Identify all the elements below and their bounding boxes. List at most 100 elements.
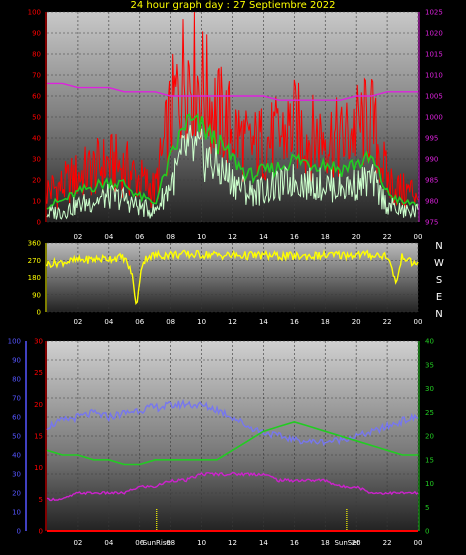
y-tick-pressure: 1005 bbox=[425, 93, 443, 101]
x-tick-middle: 02 bbox=[73, 318, 82, 326]
x-tick-top: 00 bbox=[414, 233, 423, 241]
y-tick-temp-right: 35 bbox=[425, 361, 434, 369]
y-tick-direction: 90 bbox=[32, 291, 41, 299]
y-tick-humidity: 0 bbox=[17, 528, 21, 536]
x-tick-middle: 00 bbox=[414, 318, 423, 326]
x-tick-top: 18 bbox=[321, 233, 330, 241]
y-tick-wind: 0 bbox=[37, 219, 41, 227]
y-tick-temp-right: 40 bbox=[425, 338, 434, 346]
y-tick-temp-right: 20 bbox=[425, 433, 434, 441]
x-tick-bottom: 02 bbox=[73, 539, 82, 547]
y-tick-wind: 100 bbox=[28, 9, 41, 17]
y-tick-wind: 80 bbox=[32, 51, 41, 59]
y-tick-temp-right: 5 bbox=[425, 504, 429, 512]
y-tick-temp-left: 25 bbox=[34, 369, 43, 377]
y-tick-humidity: 80 bbox=[12, 376, 21, 384]
direction-series bbox=[46, 249, 419, 305]
x-tick-top: 02 bbox=[73, 233, 82, 241]
y-tick-pressure: 1000 bbox=[425, 114, 443, 122]
y-tick-humidity: 90 bbox=[12, 357, 21, 365]
y-tick-temp-left: 5 bbox=[39, 496, 43, 504]
x-tick-bottom: 12 bbox=[228, 539, 237, 547]
series-dewpoint bbox=[46, 471, 419, 502]
y-tick-pressure: 995 bbox=[425, 135, 438, 143]
y-tick-direction: 360 bbox=[28, 240, 41, 248]
y-tick-wind: 40 bbox=[32, 135, 41, 143]
y-tick-temp-left: 30 bbox=[34, 338, 43, 346]
x-tick-bottom: 18 bbox=[321, 539, 330, 547]
x-tick-middle: 16 bbox=[290, 318, 299, 326]
y-tick-temp-left: 15 bbox=[34, 433, 43, 441]
x-tick-bottom: 08 bbox=[166, 539, 175, 547]
direction-grid bbox=[47, 242, 419, 313]
y-tick-temp-right: 15 bbox=[425, 456, 434, 464]
x-tick-top: 04 bbox=[104, 233, 113, 241]
y-tick-humidity: 100 bbox=[8, 338, 21, 346]
y-tick-temp-right: 25 bbox=[425, 409, 434, 417]
y-tick-pressure: 1025 bbox=[425, 9, 443, 17]
direction-letter: E bbox=[436, 292, 442, 303]
x-tick-middle: 12 bbox=[228, 318, 237, 326]
x-tick-top: 20 bbox=[352, 233, 361, 241]
x-tick-bottom: 16 bbox=[290, 539, 299, 547]
x-tick-bottom: 00 bbox=[414, 539, 423, 547]
x-tick-bottom: 20 bbox=[352, 539, 361, 547]
series-pressure bbox=[47, 82, 418, 101]
x-tick-top: 06 bbox=[135, 233, 144, 241]
y-tick-wind: 20 bbox=[32, 177, 41, 185]
direction-letter: N bbox=[435, 309, 442, 320]
temp-series bbox=[46, 398, 419, 532]
x-tick-top: 14 bbox=[259, 233, 268, 241]
x-tick-middle: 08 bbox=[166, 318, 175, 326]
x-tick-bottom: 06 bbox=[135, 539, 144, 547]
x-tick-middle: 06 bbox=[135, 318, 144, 326]
y-tick-pressure: 980 bbox=[425, 198, 438, 206]
series-direction bbox=[46, 249, 419, 305]
y-tick-wind: 30 bbox=[32, 156, 41, 164]
x-tick-top: 16 bbox=[290, 233, 299, 241]
direction-letter: S bbox=[436, 275, 442, 286]
y-tick-wind: 70 bbox=[32, 72, 41, 80]
y-tick-pressure: 1010 bbox=[425, 72, 443, 80]
y-tick-humidity: 20 bbox=[12, 490, 21, 498]
y-tick-humidity: 50 bbox=[12, 433, 21, 441]
y-tick-direction: 180 bbox=[28, 274, 41, 282]
x-tick-top: 12 bbox=[228, 233, 237, 241]
series-temperature bbox=[46, 420, 418, 466]
direction-letter: W bbox=[434, 258, 444, 269]
x-tick-middle: 22 bbox=[383, 318, 392, 326]
x-tick-bottom: 10 bbox=[197, 539, 206, 547]
series-humidity bbox=[46, 398, 419, 447]
series-wind-now bbox=[46, 125, 419, 220]
y-tick-pressure: 1015 bbox=[425, 51, 443, 59]
y-tick-humidity: 30 bbox=[12, 471, 21, 479]
sunset-label: SunSet bbox=[334, 539, 359, 547]
x-tick-bottom: 22 bbox=[383, 539, 392, 547]
y-tick-pressure: 990 bbox=[425, 156, 438, 164]
wind-series bbox=[46, 11, 419, 220]
y-tick-temp-right: 0 bbox=[425, 528, 429, 536]
x-tick-top: 08 bbox=[166, 233, 175, 241]
x-tick-top: 22 bbox=[383, 233, 392, 241]
x-tick-top: 10 bbox=[197, 233, 206, 241]
y-tick-humidity: 10 bbox=[12, 509, 21, 517]
y-tick-wind: 60 bbox=[32, 93, 41, 101]
y-tick-humidity: 40 bbox=[12, 452, 21, 460]
series-wind-avg bbox=[46, 113, 419, 210]
y-tick-temp-left: 0 bbox=[39, 528, 43, 536]
y-tick-pressure: 975 bbox=[425, 219, 438, 227]
sunrise-label: SunRise bbox=[143, 539, 171, 547]
y-tick-pressure: 985 bbox=[425, 177, 438, 185]
x-tick-bottom: 14 bbox=[259, 539, 268, 547]
y-tick-wind: 50 bbox=[32, 114, 41, 122]
chart-title: 24 hour graph day : 27 Septiembre 2022 bbox=[130, 0, 336, 11]
direction-letter: N bbox=[435, 241, 442, 252]
y-tick-humidity: 60 bbox=[12, 414, 21, 422]
y-tick-direction: 270 bbox=[28, 257, 41, 265]
y-tick-temp-left: 20 bbox=[34, 401, 43, 409]
y-tick-temp-left: 10 bbox=[34, 464, 43, 472]
x-tick-middle: 18 bbox=[321, 318, 330, 326]
x-tick-middle: 20 bbox=[352, 318, 361, 326]
x-tick-middle: 14 bbox=[259, 318, 268, 326]
